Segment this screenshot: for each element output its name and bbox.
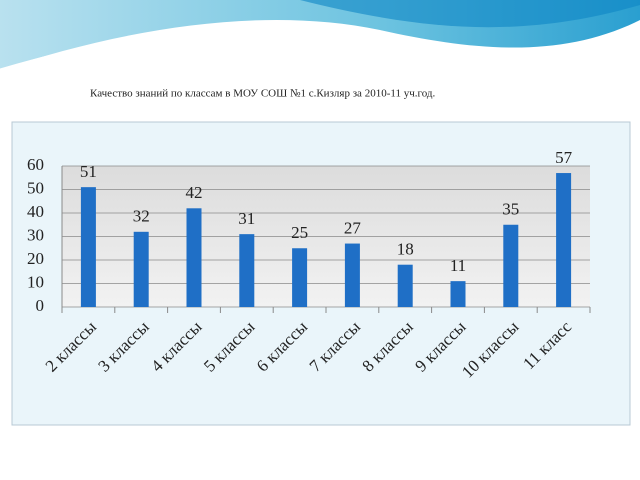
- y-tick-label: 10: [27, 272, 44, 291]
- y-tick-label: 50: [27, 178, 44, 197]
- y-tick-label: 20: [27, 249, 44, 268]
- value-label: 42: [186, 183, 203, 202]
- bar: [450, 281, 466, 307]
- value-label: 25: [291, 223, 308, 242]
- chart-title: Качество знаний по классам в МОУ СОШ №1 …: [90, 88, 435, 100]
- y-tick-label: 0: [36, 296, 45, 315]
- bar: [80, 187, 96, 307]
- bar: [556, 173, 572, 307]
- wave-dark: [300, 0, 640, 28]
- value-label: 51: [80, 162, 97, 181]
- bar: [186, 208, 202, 307]
- value-label: 11: [450, 256, 466, 275]
- bar: [344, 243, 360, 307]
- bar: [292, 248, 308, 307]
- bar: [397, 264, 413, 307]
- bar: [503, 224, 519, 307]
- bar: [133, 231, 149, 307]
- wave-line: [0, 23, 640, 72]
- y-tick-label: 30: [27, 225, 44, 244]
- value-label: 18: [397, 240, 414, 259]
- value-label: 35: [502, 200, 519, 219]
- value-label: 57: [555, 148, 573, 167]
- y-tick-label: 40: [27, 202, 44, 221]
- y-tick-label: 60: [27, 155, 44, 174]
- value-label: 32: [133, 207, 150, 226]
- bar: [239, 234, 255, 307]
- value-label: 27: [344, 218, 362, 237]
- value-label: 31: [238, 209, 255, 228]
